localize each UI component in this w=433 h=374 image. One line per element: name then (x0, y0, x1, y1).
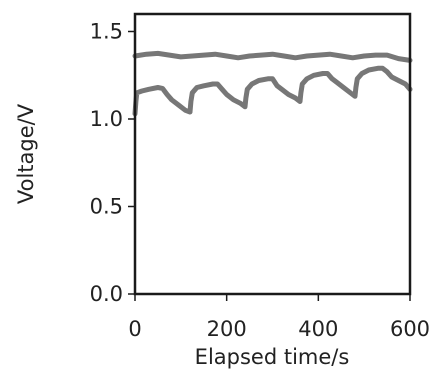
x-tick-label: 600 (390, 317, 430, 341)
x-tick-label: 200 (207, 317, 247, 341)
x-axis-label: Elapsed time/s (195, 345, 350, 369)
x-tick-label: 0 (128, 317, 141, 341)
series-line-2 (132, 65, 413, 117)
series-line-1 (132, 50, 413, 63)
plot-frame (133, 12, 412, 296)
y-tick-label: 1.0 (90, 107, 123, 131)
plot-background (135, 14, 410, 294)
y-tick-label: 0.0 (90, 282, 123, 306)
series-layer (132, 50, 413, 117)
y-tick-label: 0.5 (90, 195, 123, 219)
y-tick-label: 1.5 (90, 20, 123, 44)
x-tick-label: 400 (298, 317, 338, 341)
y-axis-label: Voltage/V (14, 103, 38, 204)
axis-layer: 0.0 0.5 1.0 1.5 0 200 400 600 (90, 20, 430, 342)
